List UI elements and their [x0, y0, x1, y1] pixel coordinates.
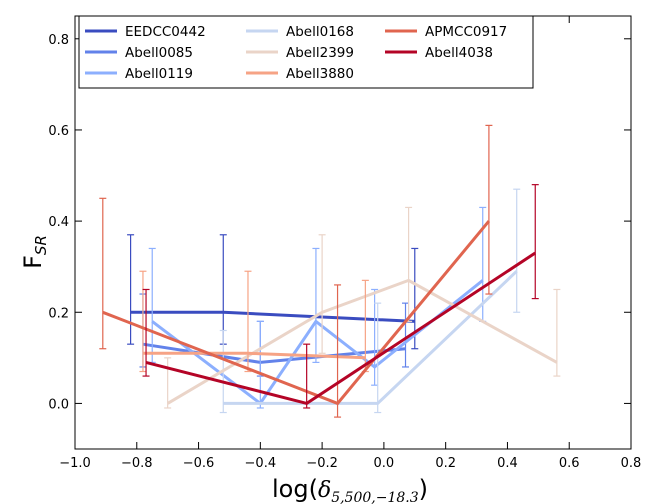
series-line	[145, 251, 537, 406]
y-tick-label: 0.8	[48, 33, 69, 48]
series-line	[143, 351, 366, 360]
series-EEDCC0442	[127, 234, 419, 350]
y-tick-label: 0.4	[48, 215, 69, 230]
series-line	[102, 220, 491, 406]
x-tick-label: 0.2	[435, 456, 456, 471]
legend-label: Abell0085	[125, 45, 193, 61]
x-axis-title-close: )	[419, 475, 428, 503]
x-tick-label: 0.0	[374, 456, 395, 471]
legend-label: EEDCC0442	[125, 24, 206, 40]
x-tick-label: 0.4	[497, 456, 518, 471]
series-marks	[99, 124, 561, 418]
x-tick-label: −1.0	[59, 456, 91, 471]
legend: EEDCC0442 Abell0085 Abell0119 Abell0168 Abel…	[78, 15, 534, 89]
series-Abell3880	[139, 270, 369, 373]
series-line	[130, 310, 415, 323]
y-axis-title: FSR	[19, 235, 50, 269]
y-axis-title-subscript: SR	[32, 235, 50, 255]
x-tick-label: 0.8	[621, 456, 642, 471]
x-axis-title-main: log(	[272, 475, 318, 503]
legend-label: Abell4038	[425, 45, 493, 61]
x-axis-title-subscript: 5,500,−18.3	[331, 490, 419, 504]
legend-label: Abell2399	[286, 45, 354, 61]
x-axis-title-delta: δ	[318, 478, 331, 503]
legend-label: Abell0119	[125, 66, 193, 82]
legend-label: Abell0168	[286, 24, 354, 40]
y-tick-label: 0.6	[48, 124, 69, 139]
x-tick-label: −0.2	[306, 456, 338, 471]
x-tick-label: −0.4	[245, 456, 277, 471]
series-line	[151, 279, 484, 406]
y-axis-title-main: F	[19, 255, 47, 269]
series-Abell4038	[142, 184, 539, 409]
axes: −1.0 −0.8 −0.6 −0.4 −0.2 0.0 0.2 0.4 0.6 0.8 0.0 0.…	[48, 16, 641, 471]
y-tick-label: 0.2	[48, 306, 69, 321]
x-tick-label: 0.6	[559, 456, 580, 471]
legend-label: Abell3880	[286, 66, 354, 82]
x-axis-title: log(δ5,500,−18.3)	[272, 475, 428, 504]
legend-box	[78, 15, 534, 89]
legend-label: APMCC0917	[425, 24, 507, 40]
y-tick-label: 0.0	[48, 397, 69, 412]
x-tick-label: −0.8	[121, 456, 153, 471]
series-APMCC0917	[99, 124, 493, 418]
x-tick-label: −0.6	[183, 456, 215, 471]
